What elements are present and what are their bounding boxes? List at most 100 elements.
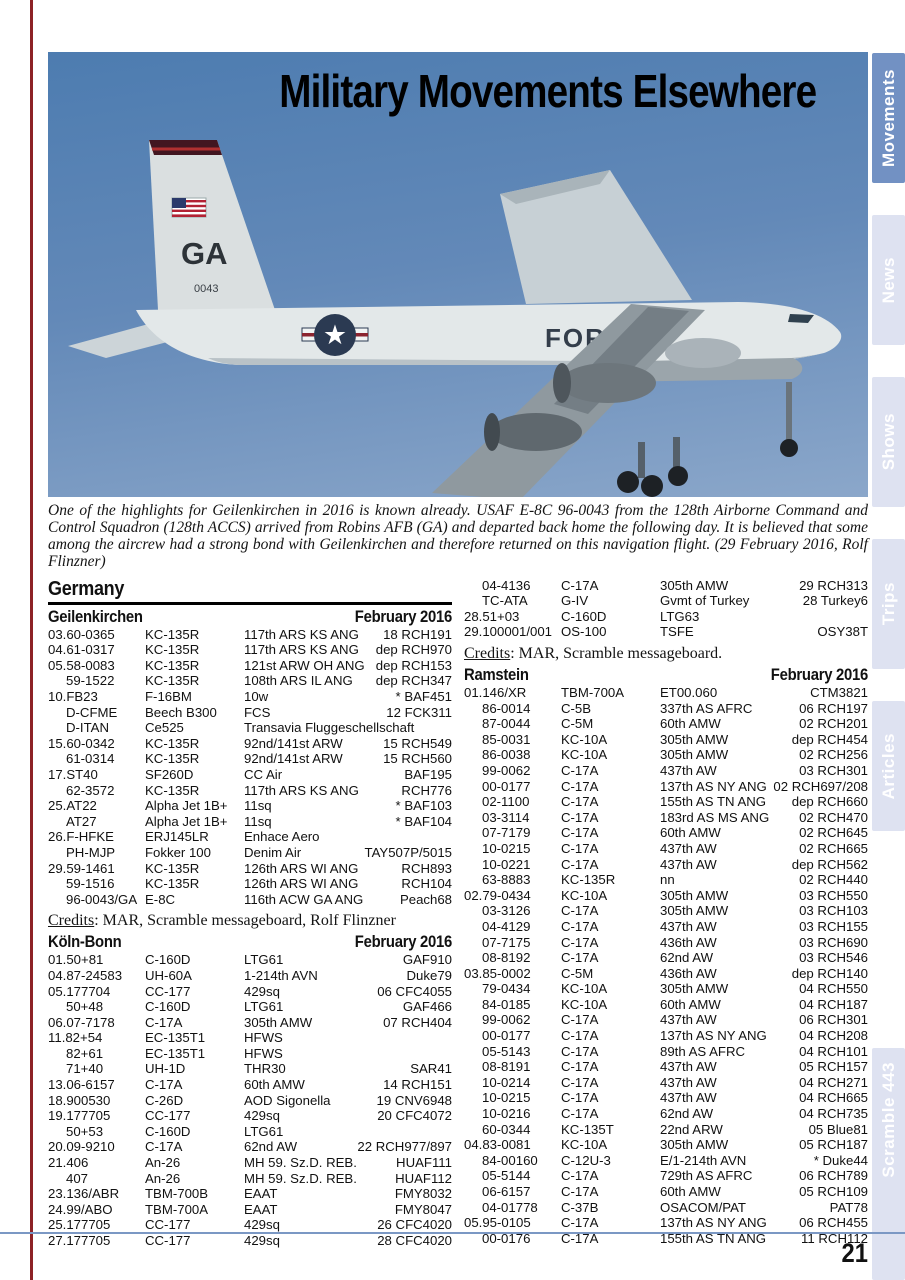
table-row: 02.79-0434 KC-10A 305th AMW 03 RCH550: [464, 888, 868, 904]
table-row: 19.177705 CC-177 429sq 20 CFC4072: [48, 1108, 452, 1124]
right-column: 04-4136 C-17A 305th AMW 29 RCH313 TC-ATA G-IV…: [464, 578, 868, 1249]
table-row: 05-5144 C-17A 729th AS AFRC 06 RCH789: [464, 1168, 868, 1184]
cell-c1: 08-8191: [482, 1059, 531, 1075]
cell-c4: 06 RCH455: [799, 1215, 868, 1231]
cell-c2: C-26D: [145, 1092, 184, 1108]
location-label: Geilenkirchen: [48, 607, 143, 626]
cell-c2: C-12U-3: [561, 1152, 611, 1168]
page-content: Military Movements Elsewhere GA 0043: [48, 52, 868, 1249]
cell-c2: F-16BM: [145, 689, 192, 704]
cell-c3: THR30: [244, 1061, 286, 1077]
table-row: 08-8192 C-17A 62nd AW 03 RCH546: [464, 950, 868, 966]
cell-c3: 437th AW: [660, 918, 717, 934]
cell-c3: 1-214th AVN: [244, 967, 318, 983]
cell-c3: 437th AW: [660, 1074, 717, 1090]
table-row: 06-6157 C-17A 60th AMW 05 RCH109: [464, 1184, 868, 1200]
cell-c3: 11sq: [244, 798, 272, 814]
cell-c3: Transavia Fluggeschellschaft: [244, 720, 415, 736]
cell-c3: 305th AMW: [660, 577, 729, 593]
cell-c1: 10-0216: [482, 1106, 531, 1122]
table-row: 05-5143 C-17A 89th AS AFRC 04 RCH101: [464, 1044, 868, 1060]
cell-c2: C-17A: [561, 903, 599, 919]
cell-c2: An-26: [145, 1170, 181, 1186]
cell-c4: dep RCH562: [791, 856, 868, 872]
cell-c1: 01.146/XR: [464, 685, 527, 700]
cell-c3: 92nd/141st ARW: [244, 751, 343, 767]
table-header-koln-bonn: Köln-Bonn February 2016: [48, 933, 452, 952]
cell-c1: 85-0031: [482, 731, 531, 747]
cell-c4: 18 RCH191: [383, 626, 452, 642]
table-row: PH-MJP Fokker 100 Denim Air TAY507P/5015: [48, 845, 452, 861]
cell-c2: C-160D: [561, 608, 607, 624]
cell-c1: 02-1100: [482, 794, 530, 810]
e8c-aircraft-illustration: GA 0043 FORCE ★: [68, 140, 842, 497]
photo-caption: One of the highlights for Geilenkirchen …: [48, 502, 868, 570]
cell-c1: 23.136/ABR: [48, 1186, 120, 1202]
cell-c1: 96-0043/GA: [66, 891, 138, 907]
cell-c4: SAR41: [410, 1061, 452, 1077]
cell-c2: G-IV: [561, 593, 589, 609]
cell-c4: 04 RCH665: [799, 1090, 868, 1106]
cell-c3: 92nd/141st ARW: [244, 735, 343, 751]
table-row: 29.100001/001 OS-100 TSFE OSY38T: [464, 624, 868, 640]
cell-c4: GAF910: [402, 952, 452, 968]
table-row: 87-0044 C-5M 60th AMW 02 RCH201: [464, 716, 868, 732]
far-wing-edge: [500, 170, 610, 204]
cell-c3: E/1-214th AVN: [660, 1152, 747, 1168]
cell-c4: 11 RCH112: [801, 1230, 868, 1246]
cell-c3: 117th ARS KS ANG: [244, 642, 359, 658]
cell-c1: 99-0062: [482, 1012, 531, 1028]
far-wing: [500, 170, 692, 304]
table-row: 25.AT22 Alpha Jet 1B+ 11sq * BAF103: [48, 798, 452, 814]
cell-c1: 07-7175: [482, 934, 531, 950]
cell-c1: 00-0176: [482, 1230, 531, 1246]
cell-c3: Denim Air: [244, 844, 302, 860]
cell-c4: GAF466: [402, 999, 452, 1015]
cell-c4: 05 Blue81: [808, 1121, 868, 1137]
cell-c1: 17.ST40: [48, 766, 98, 782]
cell-c1: 03.85-0002: [464, 965, 531, 981]
cell-c4: 28 Turkey6: [802, 593, 868, 609]
cell-c1: 11.82+54: [48, 1030, 103, 1046]
cell-c4: 03 RCH550: [799, 887, 868, 903]
cell-c3: 126th ARS WI ANG: [244, 860, 359, 876]
cell-c4: 15 RCH560: [383, 751, 452, 767]
cell-c4: 06 CFC4055: [377, 983, 452, 999]
credits-koln-bonn: Credits: MAR, Scramble messageboard.: [464, 645, 868, 663]
cell-c2: KC-135R: [145, 642, 200, 658]
cell-c2: C-17A: [145, 1014, 183, 1030]
table-row: 84-00160 C-12U-3 E/1-214th AVN * Duke44: [464, 1153, 868, 1169]
cell-c4: 04 RCH735: [799, 1106, 868, 1122]
cell-c2: EC-135T1: [145, 1030, 206, 1046]
cell-c2: C-160D: [145, 1123, 191, 1139]
cell-c2: TBM-700A: [145, 1201, 209, 1217]
cell-c4: 02 RCH697/208: [773, 778, 868, 794]
table-row: D-ITAN Ce525 Transavia Fluggeschellschaft: [48, 720, 452, 736]
cell-c2: C-17A: [561, 577, 599, 593]
cell-c4: 29 RCH313: [799, 577, 868, 593]
cell-c4: HUAF112: [395, 1170, 452, 1186]
table-row: 15.60-0342 KC-135R 92nd/141st ARW 15 RCH549: [48, 736, 452, 752]
cell-c4: dep RCH140: [791, 965, 868, 981]
table-row: 10-0215 C-17A 437th AW 02 RCH665: [464, 841, 868, 857]
table-row: 63-8883 KC-135R nn 02 RCH440: [464, 872, 868, 888]
cell-c3: HFWS: [244, 1030, 283, 1046]
cell-c3: 116th ACW GA ANG: [244, 891, 364, 907]
cell-c4: HUAF111: [396, 1155, 452, 1171]
cell-c2: C-17A: [561, 1230, 599, 1246]
table-row: 99-0062 C-17A 437th AW 06 RCH301: [464, 1012, 868, 1028]
table-row: 23.136/ABR TBM-700B EAAT FMY8032: [48, 1186, 452, 1202]
cell-c1: 407: [66, 1170, 89, 1186]
sidebar-tab-scramble-443: Scramble 443: [872, 1048, 905, 1280]
cell-c3: 60th AMW: [660, 825, 721, 841]
location-label: Köln-Bonn: [48, 933, 122, 952]
cell-c2: An-26: [145, 1155, 181, 1171]
cell-c2: C-160D: [145, 952, 191, 968]
cell-c2: KC-10A: [561, 887, 608, 903]
cell-c1: 28.51+03: [464, 608, 520, 624]
cell-c1: 18.900530: [48, 1092, 111, 1108]
cell-c2: C-17A: [561, 809, 599, 825]
cell-c3: 62nd AW: [244, 1139, 298, 1155]
cell-c2: Alpha Jet 1B+: [145, 813, 228, 829]
cell-c2: Ce525: [145, 720, 184, 736]
